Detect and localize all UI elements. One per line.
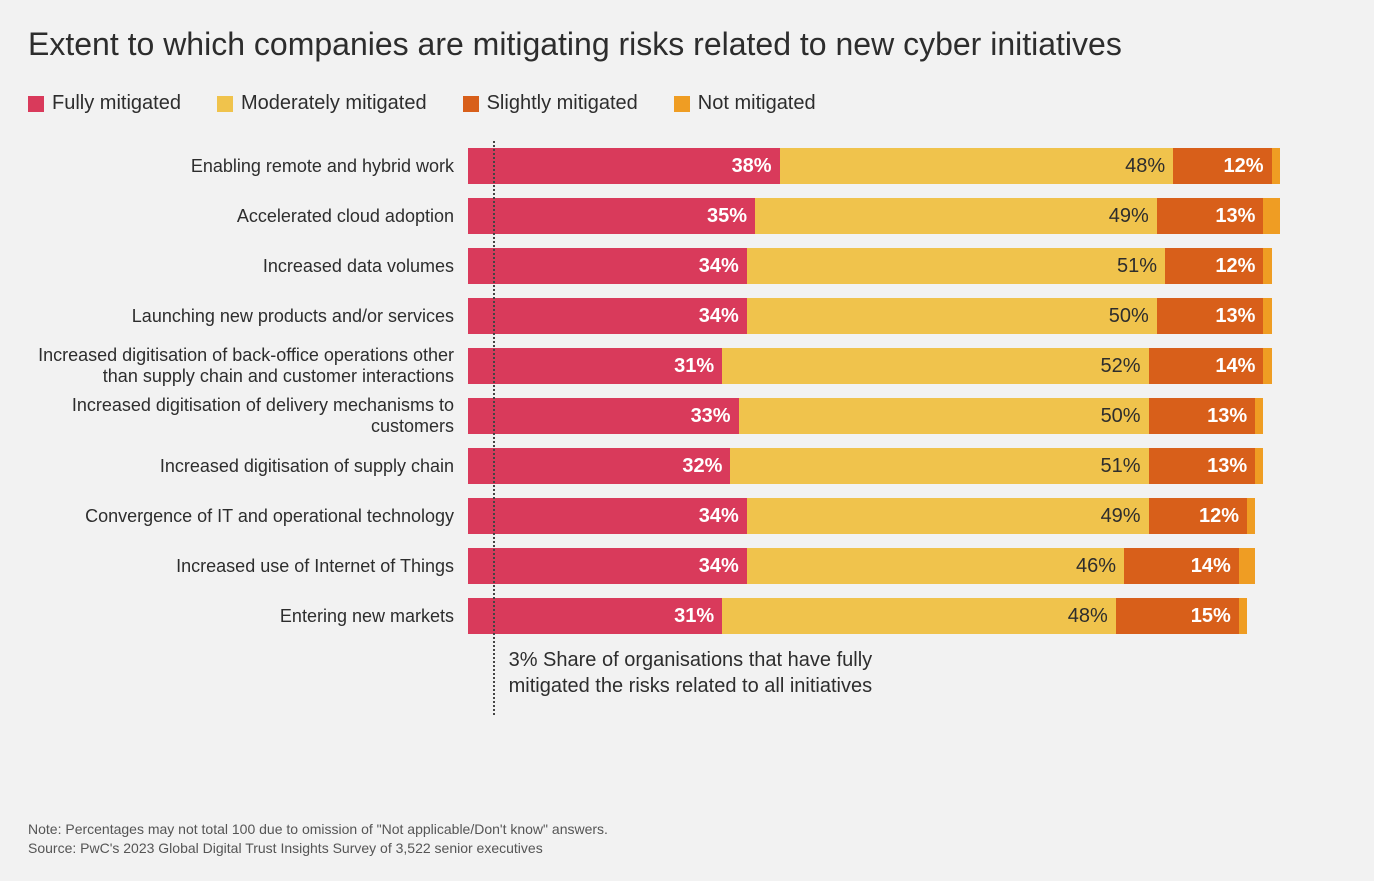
bar-track: 31%52%14% (468, 348, 1288, 384)
chart-row: Increased digitisation of delivery mecha… (28, 391, 1346, 441)
bar-segment: 14% (1124, 548, 1239, 584)
legend-label: Not mitigated (698, 92, 816, 115)
bar-segment: 13% (1157, 298, 1264, 334)
bar-segment: 48% (780, 148, 1174, 184)
legend-label: Fully mitigated (52, 92, 181, 115)
bar-segment (1255, 398, 1263, 434)
bar-track: 34%46%14% (468, 548, 1288, 584)
chart-row: Increased use of Internet of Things34%46… (28, 541, 1346, 591)
bar-segment (1247, 498, 1255, 534)
bar-segment (1239, 598, 1247, 634)
row-label: Accelerated cloud adoption (28, 206, 468, 227)
bar-segment: 34% (468, 498, 747, 534)
chart-row: Increased digitisation of supply chain32… (28, 441, 1346, 491)
chart-row: Increased data volumes34%51%12% (28, 241, 1346, 291)
bar-segment: 14% (1149, 348, 1264, 384)
legend-item: Fully mitigated (28, 92, 181, 115)
chart-row: Entering new markets31%48%15% (28, 591, 1346, 641)
bar-track: 34%50%13% (468, 298, 1288, 334)
bar-segment: 13% (1157, 198, 1264, 234)
bar-segment (1272, 148, 1280, 184)
legend-swatch (674, 96, 690, 112)
bar-segment: 50% (739, 398, 1149, 434)
bar-track: 38%48%12% (468, 148, 1288, 184)
bar-segment: 38% (468, 148, 780, 184)
bar-segment: 52% (722, 348, 1148, 384)
legend-swatch (217, 96, 233, 112)
baseline-note: 3% Share of organisations that have full… (509, 647, 909, 699)
chart-title: Extent to which companies are mitigating… (28, 24, 1128, 64)
bar-segment: 31% (468, 348, 722, 384)
bar-segment: 33% (468, 398, 739, 434)
footnotes: Note: Percentages may not total 100 due … (28, 820, 608, 859)
legend-label: Slightly mitigated (487, 92, 638, 115)
legend-item: Not mitigated (674, 92, 816, 115)
bar-segment: 12% (1173, 148, 1271, 184)
bar-segment: 12% (1165, 248, 1263, 284)
row-label: Increased digitisation of delivery mecha… (28, 395, 468, 436)
bar-segment: 46% (747, 548, 1124, 584)
bar-track: 33%50%13% (468, 398, 1288, 434)
bar-segment: 51% (730, 448, 1148, 484)
bar-segment: 35% (468, 198, 755, 234)
bar-segment: 31% (468, 598, 722, 634)
bar-segment: 49% (755, 198, 1157, 234)
row-label: Launching new products and/or services (28, 306, 468, 327)
bar-segment (1239, 548, 1255, 584)
bar-segment: 34% (468, 248, 747, 284)
baseline-marker (493, 141, 495, 715)
row-label: Convergence of IT and operational techno… (28, 506, 468, 527)
bar-segment: 12% (1149, 498, 1247, 534)
legend-swatch (28, 96, 44, 112)
row-label: Enabling remote and hybrid work (28, 156, 468, 177)
chart-area: Enabling remote and hybrid work38%48%12%… (28, 141, 1346, 641)
bar-segment: 34% (468, 298, 747, 334)
legend-label: Moderately mitigated (241, 92, 427, 115)
row-label: Increased digitisation of back-office op… (28, 345, 468, 386)
bar-segment: 48% (722, 598, 1116, 634)
bar-segment (1263, 298, 1271, 334)
bar-segment: 32% (468, 448, 730, 484)
chart-row: Launching new products and/or services34… (28, 291, 1346, 341)
bar-track: 34%49%12% (468, 498, 1288, 534)
bar-segment: 13% (1149, 448, 1256, 484)
footnote-note: Note: Percentages may not total 100 due … (28, 820, 608, 840)
bar-segment (1263, 198, 1279, 234)
chart-page: Extent to which companies are mitigating… (0, 0, 1374, 881)
bar-track: 34%51%12% (468, 248, 1288, 284)
bar-segment (1263, 248, 1271, 284)
chart-row: Accelerated cloud adoption35%49%13% (28, 191, 1346, 241)
chart-row: Convergence of IT and operational techno… (28, 491, 1346, 541)
footnote-source: Source: PwC's 2023 Global Digital Trust … (28, 839, 608, 859)
bar-segment: 34% (468, 548, 747, 584)
bar-track: 31%48%15% (468, 598, 1288, 634)
legend: Fully mitigated Moderately mitigated Sligh… (28, 92, 1346, 115)
bar-segment: 13% (1149, 398, 1256, 434)
row-label: Increased use of Internet of Things (28, 556, 468, 577)
bar-segment: 50% (747, 298, 1157, 334)
bar-track: 32%51%13% (468, 448, 1288, 484)
bar-track: 35%49%13% (468, 198, 1288, 234)
row-label: Increased digitisation of supply chain (28, 456, 468, 477)
legend-item: Slightly mitigated (463, 92, 638, 115)
chart-row: Increased digitisation of back-office op… (28, 341, 1346, 391)
chart-row: Enabling remote and hybrid work38%48%12% (28, 141, 1346, 191)
bar-segment: 51% (747, 248, 1165, 284)
bar-segment (1263, 348, 1271, 384)
row-label: Increased data volumes (28, 256, 468, 277)
row-label: Entering new markets (28, 606, 468, 627)
legend-item: Moderately mitigated (217, 92, 427, 115)
bar-segment: 49% (747, 498, 1149, 534)
bar-segment: 15% (1116, 598, 1239, 634)
legend-swatch (463, 96, 479, 112)
bar-segment (1255, 448, 1263, 484)
